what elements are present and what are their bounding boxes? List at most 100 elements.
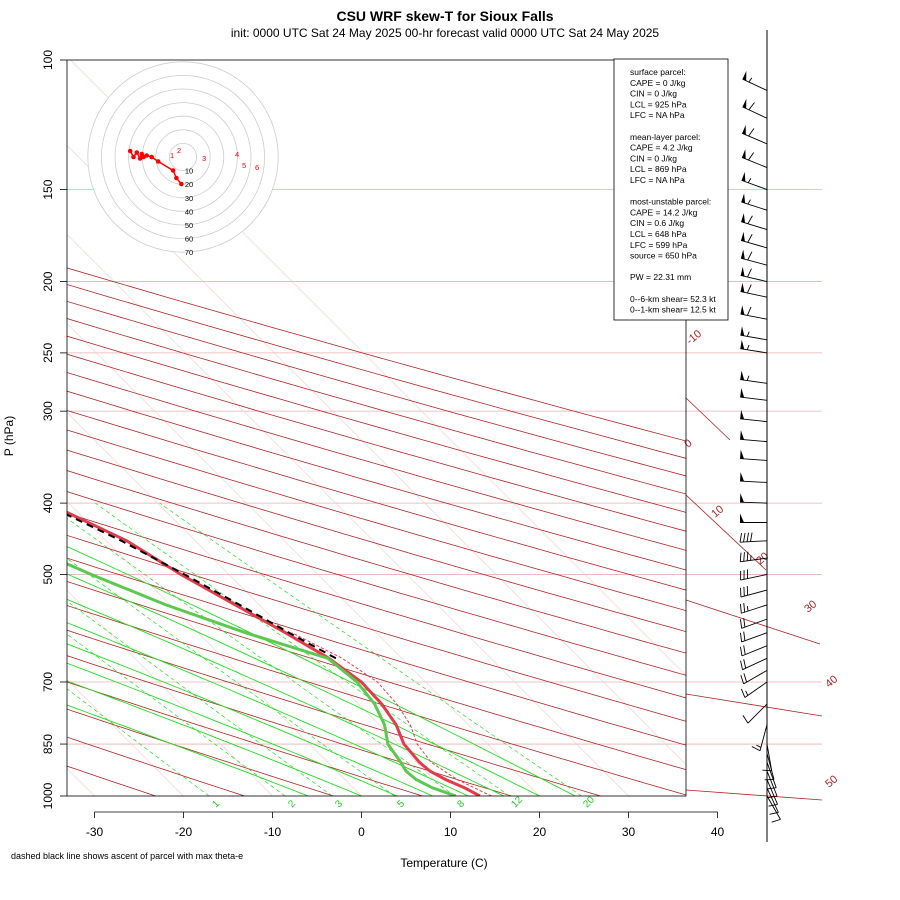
hodograph: 10 20 30 40 50 60 70 12 3 45 6 bbox=[87, 61, 279, 257]
x-axis-label: Temperature (C) bbox=[400, 856, 487, 870]
barb-staff bbox=[742, 106, 768, 119]
wind-barb bbox=[740, 305, 768, 320]
x-tick-label: 0 bbox=[358, 825, 365, 839]
mixing-ratio-label: 5 bbox=[395, 798, 407, 810]
wind-barb bbox=[740, 513, 767, 523]
barb-full bbox=[748, 102, 755, 111]
barb-full bbox=[739, 533, 743, 543]
x-tick-label: -20 bbox=[175, 825, 193, 839]
chart-title: CSU WRF skew-T for Sioux Falls bbox=[336, 8, 553, 24]
hodo-point bbox=[131, 154, 136, 160]
dry-adiabat bbox=[67, 534, 686, 722]
barb-staff bbox=[740, 348, 768, 354]
barb-staff bbox=[741, 201, 768, 211]
mixing-ratio-label: 1 bbox=[210, 798, 222, 810]
barb-full bbox=[743, 552, 745, 562]
barb-full bbox=[742, 715, 749, 724]
wind-barb bbox=[740, 231, 768, 249]
hodo-point-label: 2 bbox=[177, 146, 181, 155]
barb-staff bbox=[742, 657, 768, 671]
barb-staff bbox=[740, 458, 768, 461]
barb-full bbox=[751, 746, 761, 752]
hodo-point bbox=[170, 168, 176, 173]
y-tick-label: 300 bbox=[41, 401, 55, 421]
y-tick-label: 850 bbox=[41, 734, 55, 754]
barb-staff bbox=[766, 787, 779, 813]
stats-line: CAPE = 0 J/kg bbox=[630, 78, 686, 88]
wind-barb bbox=[740, 430, 768, 443]
dry-adiabat bbox=[67, 655, 513, 796]
barb-staff bbox=[740, 589, 768, 598]
barb-flag bbox=[740, 430, 745, 440]
moist-adiabat bbox=[67, 704, 309, 796]
barb-staff bbox=[741, 179, 768, 191]
wind-barb bbox=[740, 388, 768, 401]
x-tick-label: -10 bbox=[264, 825, 282, 839]
wind-barb bbox=[740, 339, 768, 354]
dry-adiabat bbox=[67, 605, 686, 796]
barb-flag bbox=[740, 409, 745, 420]
barb-full bbox=[746, 551, 749, 561]
isotherm-ext bbox=[685, 494, 767, 571]
hodo-ring-label: 50 bbox=[185, 221, 193, 230]
isotherm-grid bbox=[67, 412, 451, 796]
barb-staff bbox=[741, 221, 768, 231]
dry-adiabat bbox=[67, 335, 686, 513]
dry-adiabat bbox=[67, 736, 246, 796]
wind-barb bbox=[766, 779, 778, 807]
dry-adiabat bbox=[67, 512, 686, 699]
y-tick-label: 150 bbox=[41, 179, 55, 199]
barb-flag bbox=[740, 326, 745, 336]
dry-adiabat bbox=[67, 491, 686, 676]
barb-staff bbox=[766, 770, 778, 797]
wind-barb bbox=[740, 669, 768, 685]
wind-barbs bbox=[739, 30, 781, 842]
wind-barb bbox=[740, 645, 768, 657]
stats-line: CAPE = 14.2 J/kg bbox=[630, 207, 698, 217]
wind-barb bbox=[766, 770, 778, 799]
y-tick-label: 700 bbox=[41, 672, 55, 692]
mixing-ratio-label: 20 bbox=[581, 794, 597, 810]
barb-staff bbox=[766, 779, 778, 805]
moist-adiabat bbox=[67, 662, 398, 796]
wind-barb bbox=[740, 409, 768, 423]
barb-full bbox=[739, 632, 743, 643]
wind-barb bbox=[739, 532, 768, 543]
hodo-point bbox=[134, 150, 140, 155]
barb-half bbox=[756, 744, 762, 748]
stats-line: CIN = 0 J/kg bbox=[630, 153, 677, 163]
hodo-point bbox=[155, 159, 161, 164]
series-clip bbox=[67, 510, 492, 796]
hodo-ring-label: 10 bbox=[185, 167, 193, 176]
barb-flag bbox=[740, 266, 745, 277]
hodo-ring-label: 40 bbox=[185, 207, 193, 216]
isotherm-label: 50 bbox=[823, 773, 840, 790]
barb-flag bbox=[740, 388, 745, 398]
barb-full bbox=[740, 674, 745, 685]
y-axis-label: P (hPa) bbox=[2, 416, 16, 456]
barb-staff bbox=[740, 418, 768, 423]
plot-frame bbox=[66, 59, 687, 797]
wind-barb bbox=[740, 472, 768, 483]
x-tick-label: 20 bbox=[533, 825, 547, 839]
barb-staff bbox=[741, 132, 768, 145]
barb-flag bbox=[741, 193, 746, 204]
barb-half bbox=[746, 375, 750, 381]
mixing-ratio-line bbox=[67, 688, 210, 796]
wind-barb bbox=[764, 753, 775, 781]
barb-staff bbox=[747, 703, 768, 724]
y-tick-label: 1000 bbox=[41, 782, 55, 809]
x-tick-label: -30 bbox=[86, 825, 104, 839]
hodo-point-label: 3 bbox=[202, 154, 206, 163]
moist-adiabat bbox=[67, 643, 433, 796]
stats-line: LFC = NA hPa bbox=[630, 110, 685, 120]
dry-adiabat bbox=[67, 300, 686, 477]
barb-staff bbox=[743, 669, 768, 685]
wind-barb bbox=[741, 171, 768, 191]
isotherm-grid bbox=[67, 234, 629, 796]
wind-barb bbox=[740, 585, 768, 598]
hodo-ring-label: 70 bbox=[185, 248, 193, 257]
isotherm-label: 10 bbox=[709, 503, 726, 520]
barb-full bbox=[746, 532, 749, 542]
